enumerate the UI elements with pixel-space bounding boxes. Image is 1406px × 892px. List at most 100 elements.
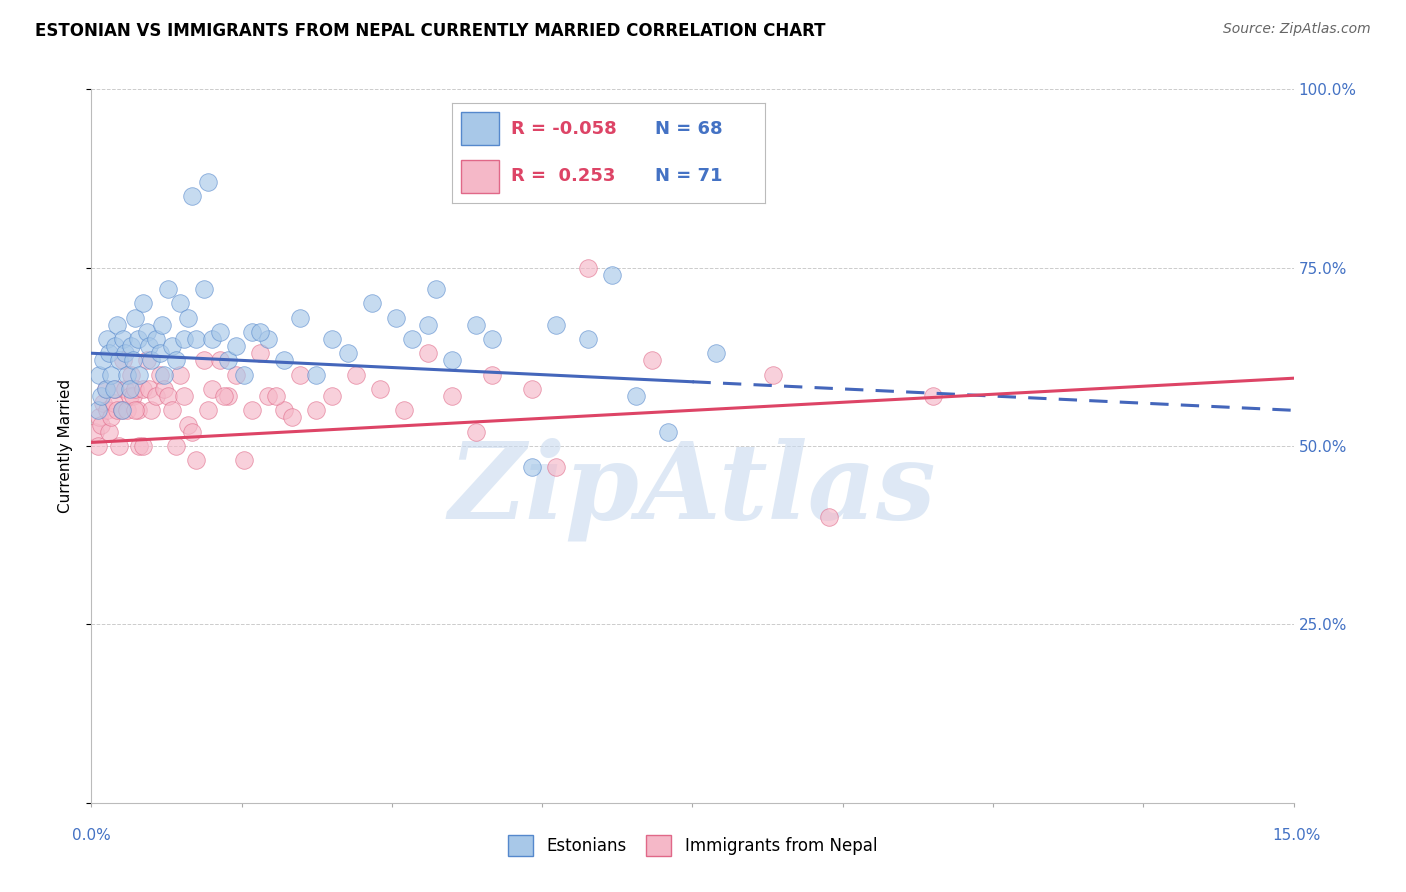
Point [173,332,195,346]
Point [385,310,408,325]
Point [360,296,382,310]
Point [576,260,599,275]
Point [100,368,122,382]
Point [111,403,134,417]
Point [112,353,135,368]
Point [217,353,239,368]
Point [138,339,160,353]
Point [114,346,136,360]
Legend: Estonians, Immigrants from Nepal: Estonians, Immigrants from Nepal [501,829,884,863]
Point [520,382,543,396]
Point [150,318,173,332]
Point [141,353,163,368]
Point [288,310,311,325]
Point [256,389,278,403]
Point [169,296,191,310]
Point [136,325,159,339]
Point [112,332,135,346]
Text: ESTONIAN VS IMMIGRANTS FROM NEPAL CURRENTLY MARRIED CORRELATION CHART: ESTONIAN VS IMMIGRANTS FROM NEPAL CURREN… [35,22,825,40]
Point [626,389,648,403]
Point [176,417,198,432]
Text: Source: ZipAtlas.com: Source: ZipAtlas.com [1223,22,1371,37]
Point [84,425,107,439]
Point [546,460,568,475]
Point [441,389,464,403]
Point [201,382,224,396]
Point [108,439,131,453]
Point [425,282,447,296]
Point [657,425,679,439]
Point [225,368,247,382]
Point [176,310,198,325]
Point [105,318,128,332]
Point [136,353,159,368]
Point [173,389,195,403]
Point [117,368,139,382]
Point [122,389,145,403]
Point [121,368,143,382]
Point [124,403,146,417]
Point [103,382,125,396]
Point [481,332,503,346]
Point [148,368,170,382]
Point [212,389,235,403]
Point [706,346,728,360]
Point [288,368,311,382]
Point [124,382,146,396]
Point [165,439,187,453]
Point [264,389,287,403]
Point [232,368,254,382]
Point [98,425,121,439]
Point [165,353,187,368]
Point [193,353,215,368]
Point [89,368,111,382]
Point [368,382,391,396]
Point [336,346,359,360]
Point [273,403,295,417]
Point [240,325,263,339]
Point [217,389,239,403]
Point [89,410,111,425]
Point [416,318,439,332]
Point [104,339,127,353]
Point [197,175,219,189]
Point [305,368,328,382]
Point [344,368,367,382]
Point [132,296,155,310]
Point [576,332,599,346]
Point [465,318,488,332]
Point [87,403,110,417]
Point [160,403,183,417]
Point [180,425,202,439]
Point [96,403,118,417]
Point [128,368,150,382]
Point [602,268,624,282]
Point [105,403,128,417]
Point [141,403,163,417]
Text: ZipAtlas: ZipAtlas [449,437,936,541]
Point [416,346,439,360]
Point [90,389,112,403]
Point [96,332,118,346]
Text: 15.0%: 15.0% [1272,829,1320,843]
Point [94,382,117,396]
Point [249,346,271,360]
Point [225,339,247,353]
Point [208,325,231,339]
Point [641,353,664,368]
Point [201,332,224,346]
Point [256,332,278,346]
Point [273,353,295,368]
Point [108,353,131,368]
Point [922,389,945,403]
Point [401,332,423,346]
Point [122,353,145,368]
Point [145,332,167,346]
Point [145,389,167,403]
Point [103,396,125,410]
Text: 0.0%: 0.0% [72,829,111,843]
Point [152,368,174,382]
Point [180,189,202,203]
Point [546,318,568,332]
Point [762,368,785,382]
